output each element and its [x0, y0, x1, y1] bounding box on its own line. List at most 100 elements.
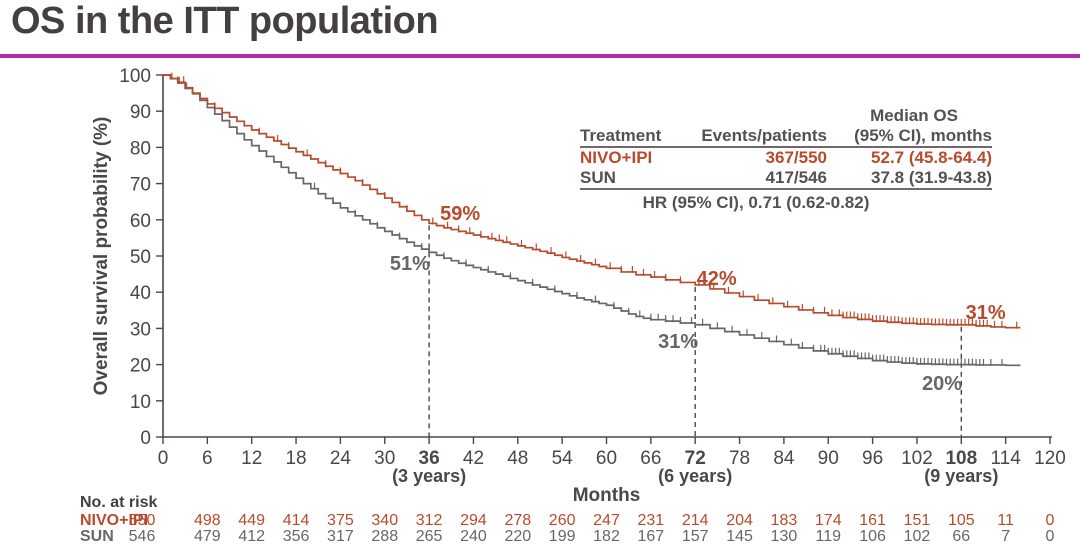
stats-nivo-events: 367/550: [765, 148, 827, 167]
y-tick-label: 0: [140, 428, 151, 449]
risk-value: 546: [129, 528, 156, 545]
y-tick-label: 70: [130, 175, 151, 196]
y-tick-label: 100: [119, 66, 151, 87]
y-tick-label: 90: [130, 102, 151, 123]
risk-value: 66: [952, 528, 970, 545]
x-tick-label: 42: [463, 448, 484, 469]
risk-value: 317: [327, 528, 354, 545]
risk-value: 183: [771, 512, 798, 529]
pct-annotation: 59%: [440, 203, 480, 225]
risk-value: 231: [637, 512, 664, 529]
risk-value: 106: [859, 528, 886, 545]
x-tick-year-label: (6 years): [658, 466, 732, 486]
risk-value: 288: [371, 528, 398, 545]
risk-value: 204: [726, 512, 753, 529]
pct-annotation: 20%: [922, 373, 962, 395]
risk-value: 0: [1046, 528, 1055, 545]
stats-table-median-header-row: Median OS: [580, 106, 992, 126]
risk-value: 340: [371, 512, 398, 529]
x-tick-label: 66: [640, 448, 661, 469]
x-tick-label: 0: [158, 448, 169, 469]
x-tick-label: 48: [507, 448, 528, 469]
y-tick-label: 40: [130, 283, 151, 304]
risk-value: 7: [1001, 528, 1010, 545]
risk-value: 214: [682, 512, 709, 529]
risk-value: 11: [997, 512, 1014, 529]
stats-sun-treatment: SUN: [580, 168, 616, 187]
risk-value: 294: [460, 512, 487, 529]
risk-value: 375: [327, 512, 354, 529]
risk-value: 105: [948, 512, 975, 529]
risk-table-title: No. at risk: [80, 494, 157, 511]
y-tick-label: 20: [130, 356, 151, 377]
title-underline: [0, 54, 1080, 58]
risk-row-label-nivo+ipi: NIVO+IPI: [80, 512, 148, 529]
stats-hazard-ratio: HR (95% CI), 0.71 (0.62-0.82): [642, 193, 870, 212]
risk-value: 102: [904, 528, 931, 545]
x-tick-label: 96: [862, 448, 883, 469]
risk-value: 167: [637, 528, 664, 545]
x-tick-label: 60: [596, 448, 617, 469]
x-axis-title: Months: [573, 485, 641, 506]
x-tick-label: 114: [991, 448, 1022, 469]
risk-value: 312: [416, 512, 443, 529]
risk-value: 550: [129, 512, 156, 529]
risk-value: 278: [504, 512, 531, 529]
risk-value: 161: [859, 512, 886, 529]
x-tick-label: 54: [552, 448, 574, 469]
km-curve-nivo+ipi: [163, 74, 1021, 329]
x-tick-label: 78: [729, 448, 750, 469]
x-tick-label: 24: [330, 448, 352, 469]
pct-annotation: 31%: [966, 302, 1006, 324]
stats-col-events-patients: Events/patients: [701, 126, 827, 145]
x-tick-label: 6: [202, 448, 213, 469]
risk-value: 0: [1046, 512, 1055, 529]
stats-median-os-header: Median OS: [870, 106, 958, 125]
x-tick-label: 36: [419, 448, 440, 469]
x-tick-label: 30: [374, 448, 395, 469]
pct-annotation: 31%: [658, 331, 698, 353]
stats-nivo-median-os: 52.7 (45.8-64.4): [871, 148, 992, 167]
risk-value: 145: [726, 528, 753, 545]
x-tick-year-label: (3 years): [392, 466, 466, 486]
x-tick-label: 18: [285, 448, 306, 469]
risk-value: 356: [283, 528, 310, 545]
x-tick-label: 12: [241, 448, 262, 469]
risk-value: 479: [194, 528, 221, 545]
risk-value: 182: [593, 528, 620, 545]
stats-table-header-row: Treatment Events/patients (95% CI), mont…: [580, 126, 992, 148]
risk-value: 119: [815, 528, 841, 545]
risk-value: 220: [504, 528, 531, 545]
km-curve-sun: [163, 74, 1021, 367]
y-axis-title: Overall survival probability (%): [91, 117, 112, 396]
stats-table: Median OS Treatment Events/patients (95%…: [580, 106, 992, 213]
y-tick-label: 60: [130, 211, 151, 232]
risk-value: 414: [283, 512, 310, 529]
risk-value: 260: [549, 512, 576, 529]
risk-value: 449: [238, 512, 265, 529]
pct-annotation: 42%: [697, 268, 737, 290]
risk-value: 240: [460, 528, 487, 545]
page-title: OS in the ITT population: [11, 0, 439, 42]
stats-sun-median-os: 37.8 (31.9-43.8): [871, 168, 992, 187]
risk-value: 157: [682, 528, 709, 545]
risk-value: 174: [815, 512, 842, 529]
risk-row-label-sun: SUN: [80, 528, 114, 545]
risk-value: 151: [904, 512, 931, 529]
y-tick-label: 80: [130, 138, 151, 159]
y-tick-label: 50: [130, 247, 151, 268]
risk-value: 130: [771, 528, 798, 545]
y-tick-label: 10: [130, 392, 151, 413]
x-tick-label: 84: [773, 448, 795, 469]
x-tick-label: 90: [818, 448, 839, 469]
x-tick-label: 72: [685, 448, 706, 469]
stats-col-treatment: Treatment: [580, 126, 662, 145]
risk-value: 199: [549, 528, 576, 545]
risk-value: 412: [238, 528, 265, 545]
x-tick-label: 120: [1034, 448, 1066, 469]
pct-annotation: 51%: [390, 253, 430, 275]
risk-value: 247: [593, 512, 620, 529]
stats-row-nivo-ipi: NIVO+IPI 367/550 52.7 (45.8-64.4): [580, 148, 992, 168]
